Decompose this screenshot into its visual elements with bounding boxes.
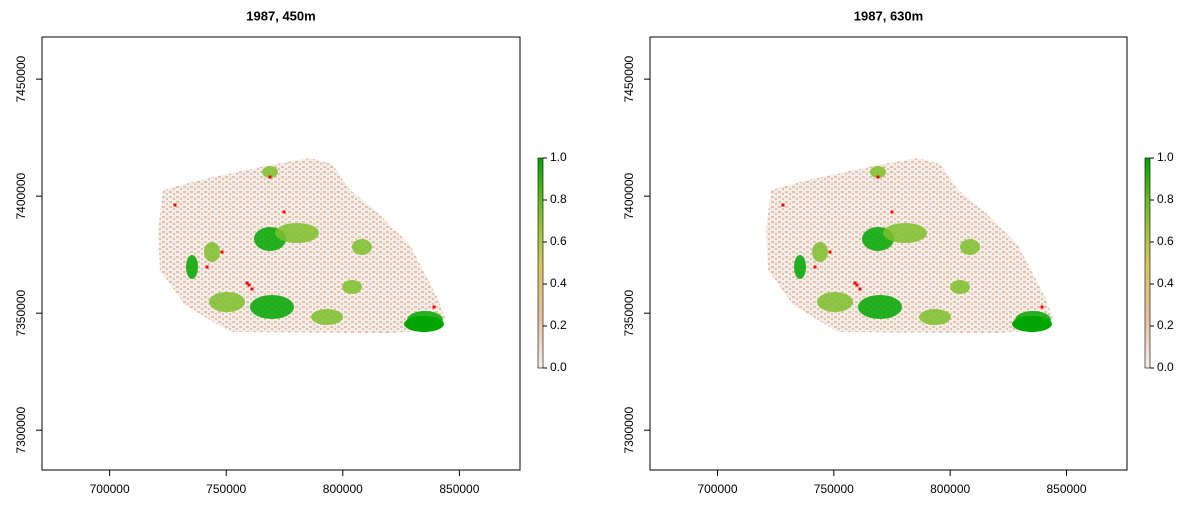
raster-patch <box>275 223 319 243</box>
colorbar-label: 0.0 <box>550 360 567 374</box>
raster-patch <box>352 239 372 255</box>
colorbar-label: 0.6 <box>1157 234 1174 248</box>
x-tick-label: 750000 <box>206 482 246 496</box>
raster-patch <box>186 255 198 279</box>
colorbar <box>538 158 543 368</box>
y-tick-label: 7450000 <box>14 55 28 102</box>
raster-patch <box>817 292 853 312</box>
y-tick-label: 7400000 <box>622 172 636 219</box>
point-marker <box>877 176 880 179</box>
colorbar-label: 1.0 <box>1157 150 1174 164</box>
point-marker <box>814 266 817 269</box>
colorbar <box>1145 158 1150 368</box>
colorbar-label: 1.0 <box>550 150 567 164</box>
raster-patch <box>209 292 245 312</box>
raster-patch <box>1012 316 1052 332</box>
x-tick-label: 850000 <box>1046 482 1086 496</box>
point-marker <box>854 282 857 285</box>
colorbar-label: 0.0 <box>1157 360 1174 374</box>
x-tick-label: 850000 <box>439 482 479 496</box>
raster-patch <box>204 242 220 262</box>
point-marker <box>174 204 177 207</box>
x-tick-label: 700000 <box>90 482 130 496</box>
y-tick-label: 7400000 <box>14 172 28 219</box>
raster-patch <box>950 280 970 294</box>
point-marker <box>433 306 436 309</box>
point-marker <box>246 282 249 285</box>
x-tick-label: 700000 <box>697 482 737 496</box>
colorbar-label: 0.4 <box>550 276 567 290</box>
y-tick-label: 7300000 <box>14 407 28 454</box>
colorbar-label: 0.8 <box>1157 192 1174 206</box>
point-marker <box>829 251 832 254</box>
raster-patch <box>794 255 806 279</box>
colorbar-label: 0.8 <box>550 192 567 206</box>
raster-region <box>766 158 1053 333</box>
point-marker <box>206 266 209 269</box>
chart: 1987, 450m 700000 750000 800000 850000 730000… <box>0 0 1187 508</box>
colorbar-label: 0.2 <box>1157 318 1174 332</box>
point-marker <box>283 211 286 214</box>
point-marker <box>221 251 224 254</box>
raster-patch <box>812 242 828 262</box>
colorbar-label: 0.6 <box>550 234 567 248</box>
y-tick-label: 7350000 <box>622 290 636 337</box>
raster-patch <box>342 280 362 294</box>
chart-title: 1987, 450m <box>246 8 315 23</box>
point-marker <box>1041 306 1044 309</box>
point-marker <box>251 288 254 291</box>
raster-patch <box>404 316 444 332</box>
raster-patch <box>960 239 980 255</box>
y-tick-label: 7450000 <box>622 55 636 102</box>
raster-patch <box>883 223 927 243</box>
x-tick-label: 750000 <box>814 482 854 496</box>
point-marker <box>891 211 894 214</box>
raster-patch <box>858 295 902 319</box>
point-marker <box>269 176 272 179</box>
raster-patch <box>919 309 951 325</box>
chart-title: 1987, 630m <box>854 8 923 23</box>
x-tick-label: 800000 <box>323 482 363 496</box>
point-marker <box>782 204 785 207</box>
x-tick-label: 800000 <box>930 482 970 496</box>
y-tick-label: 7300000 <box>622 407 636 454</box>
point-marker <box>859 288 862 291</box>
colorbar-label: 0.2 <box>550 318 567 332</box>
raster-patch <box>311 309 343 325</box>
colorbar-label: 0.4 <box>1157 276 1174 290</box>
raster-patch <box>250 295 294 319</box>
raster-region <box>158 158 445 333</box>
y-tick-label: 7350000 <box>14 290 28 337</box>
